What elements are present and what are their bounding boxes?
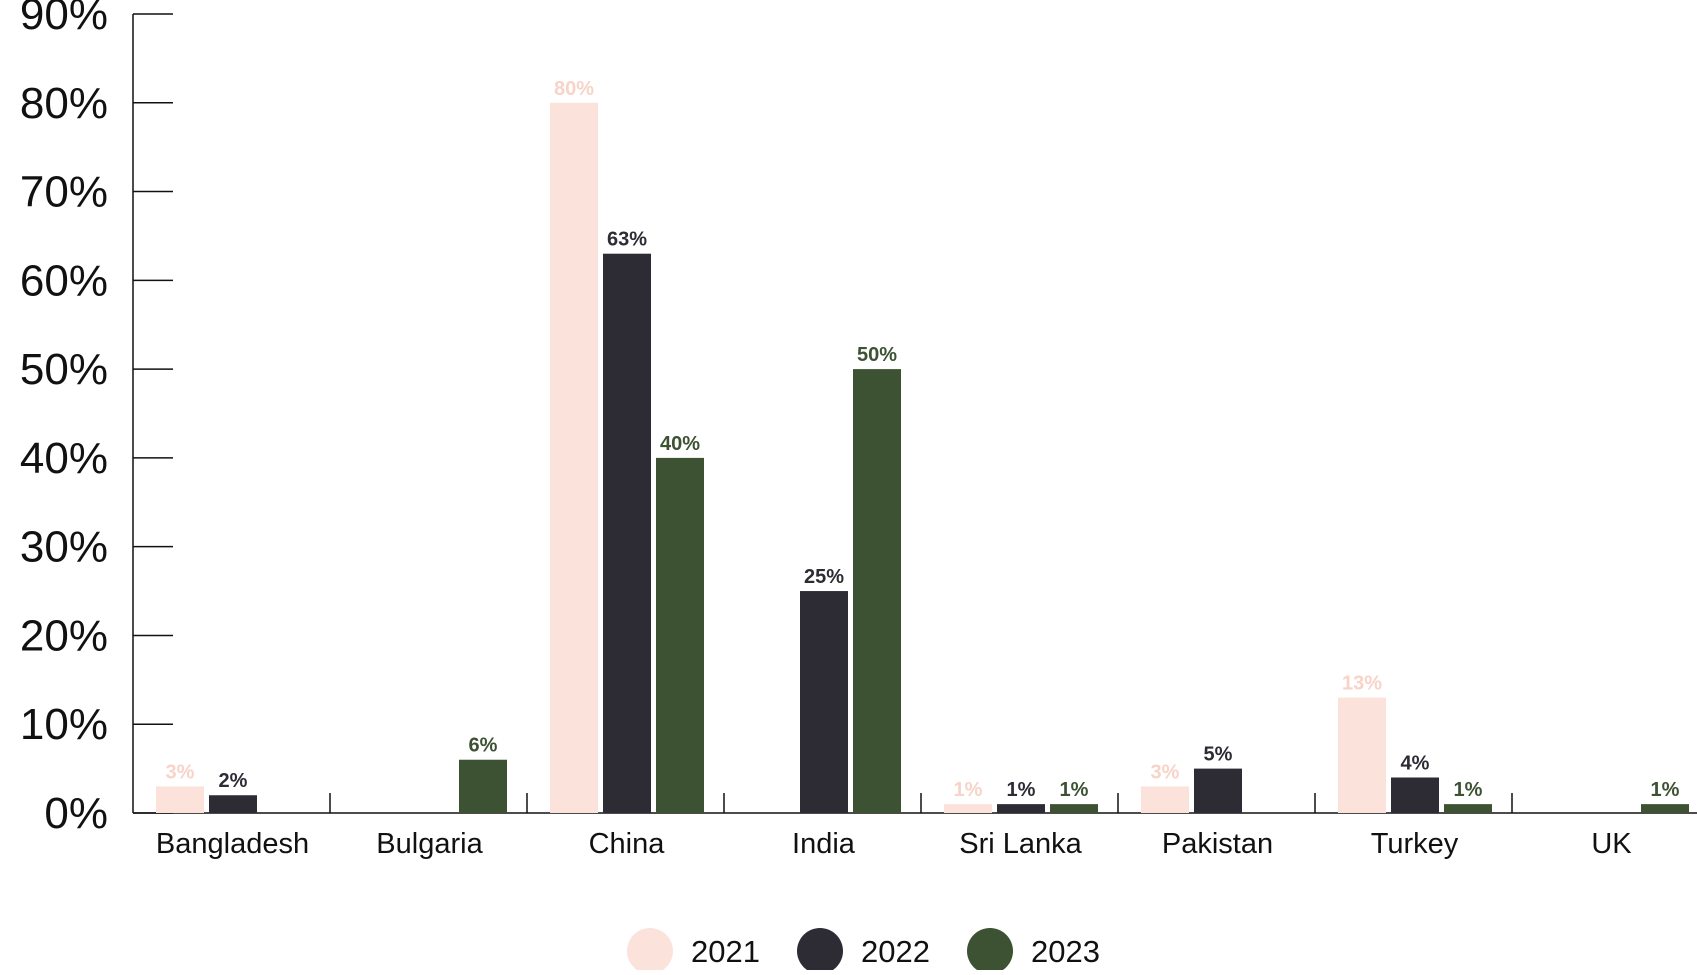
axes: 0% 10% 20% 30% 40% 50% 60% 70% 80% 90% Bangladesh B… [20, 0, 1697, 860]
bar-sri-lanka-2021 [944, 804, 992, 813]
data-label-bangladesh-2022: 2% [219, 770, 248, 792]
bar-bulgaria-2023 [459, 759, 507, 813]
x-tick-label-sri-lanka: Sri Lanka [959, 828, 1082, 860]
x-tick-label-uk: UK [1591, 828, 1632, 860]
legend-swatch-2023 [967, 928, 1013, 974]
data-label-china-2023: 40% [660, 433, 700, 455]
bar-china-2022 [603, 253, 651, 813]
bar-turkey-2023 [1444, 804, 1492, 813]
data-label-turkey-2021: 13% [1342, 673, 1382, 695]
bar-india-2023 [853, 369, 901, 813]
bar-sri-lanka-2023 [1050, 804, 1098, 813]
data-labels: 3% 80% 1% 3% 13% 2% 63% 25% 1% 5% 4% 6% 40% 50% 1% 1% 1% [166, 78, 1680, 801]
data-label-sri-lanka-2021: 1% [954, 779, 983, 801]
x-tick-label-china: China [589, 828, 666, 860]
legend-label-2022: 2022 [861, 934, 930, 969]
data-label-pakistan-2021: 3% [1151, 761, 1180, 783]
x-tick-label-bulgaria: Bulgaria [376, 828, 483, 860]
bar-india-2022 [800, 591, 848, 813]
bar-pakistan-2021 [1141, 786, 1189, 813]
bars [156, 102, 1689, 814]
y-tick-label: 50% [20, 345, 108, 394]
legend-label-2023: 2023 [1031, 934, 1100, 969]
data-label-turkey-2022: 4% [1401, 752, 1430, 774]
y-tick-label: 80% [20, 79, 108, 128]
bar-uk-2023 [1641, 804, 1689, 813]
data-label-bulgaria-2023: 6% [469, 735, 498, 757]
bar-bangladesh-2021 [156, 786, 204, 813]
y-tick-label: 30% [20, 523, 108, 572]
data-label-china-2022: 63% [607, 229, 647, 251]
legend: 2021 2022 2023 [627, 928, 1100, 974]
bar-pakistan-2022 [1194, 768, 1242, 813]
data-label-uk-2023: 1% [1651, 779, 1680, 801]
legend-label-2021: 2021 [691, 934, 760, 969]
x-tick-label-india: India [792, 828, 856, 860]
data-label-pakistan-2022: 5% [1204, 744, 1233, 766]
legend-swatch-2022 [797, 928, 843, 974]
x-tick-label-turkey: Turkey [1371, 828, 1459, 860]
y-tick-label: 60% [20, 256, 108, 305]
data-label-india-2022: 25% [804, 566, 844, 588]
data-label-turkey-2023: 1% [1454, 779, 1483, 801]
y-tick-label: 10% [20, 700, 108, 749]
data-label-sri-lanka-2023: 1% [1060, 779, 1089, 801]
y-tick-label: 90% [20, 0, 108, 39]
bar-turkey-2022 [1391, 777, 1439, 813]
bar-china-2021 [550, 102, 598, 814]
legend-swatch-2021 [627, 928, 673, 974]
x-tick-label-bangladesh: Bangladesh [156, 828, 309, 860]
bar-china-2023 [656, 457, 704, 813]
y-tick-label: 40% [20, 434, 108, 483]
data-label-india-2023: 50% [857, 344, 897, 366]
y-tick-label: 0% [44, 789, 108, 838]
data-label-china-2021: 80% [554, 78, 594, 100]
y-tick-label: 70% [20, 168, 108, 217]
bar-sri-lanka-2022 [997, 804, 1045, 813]
x-tick-label-pakistan: Pakistan [1162, 828, 1273, 860]
y-tick-label: 20% [20, 611, 108, 660]
bar-bangladesh-2022 [209, 795, 257, 813]
data-label-sri-lanka-2022: 1% [1007, 779, 1036, 801]
bar-turkey-2021 [1338, 697, 1386, 813]
data-label-bangladesh-2021: 3% [166, 761, 195, 783]
